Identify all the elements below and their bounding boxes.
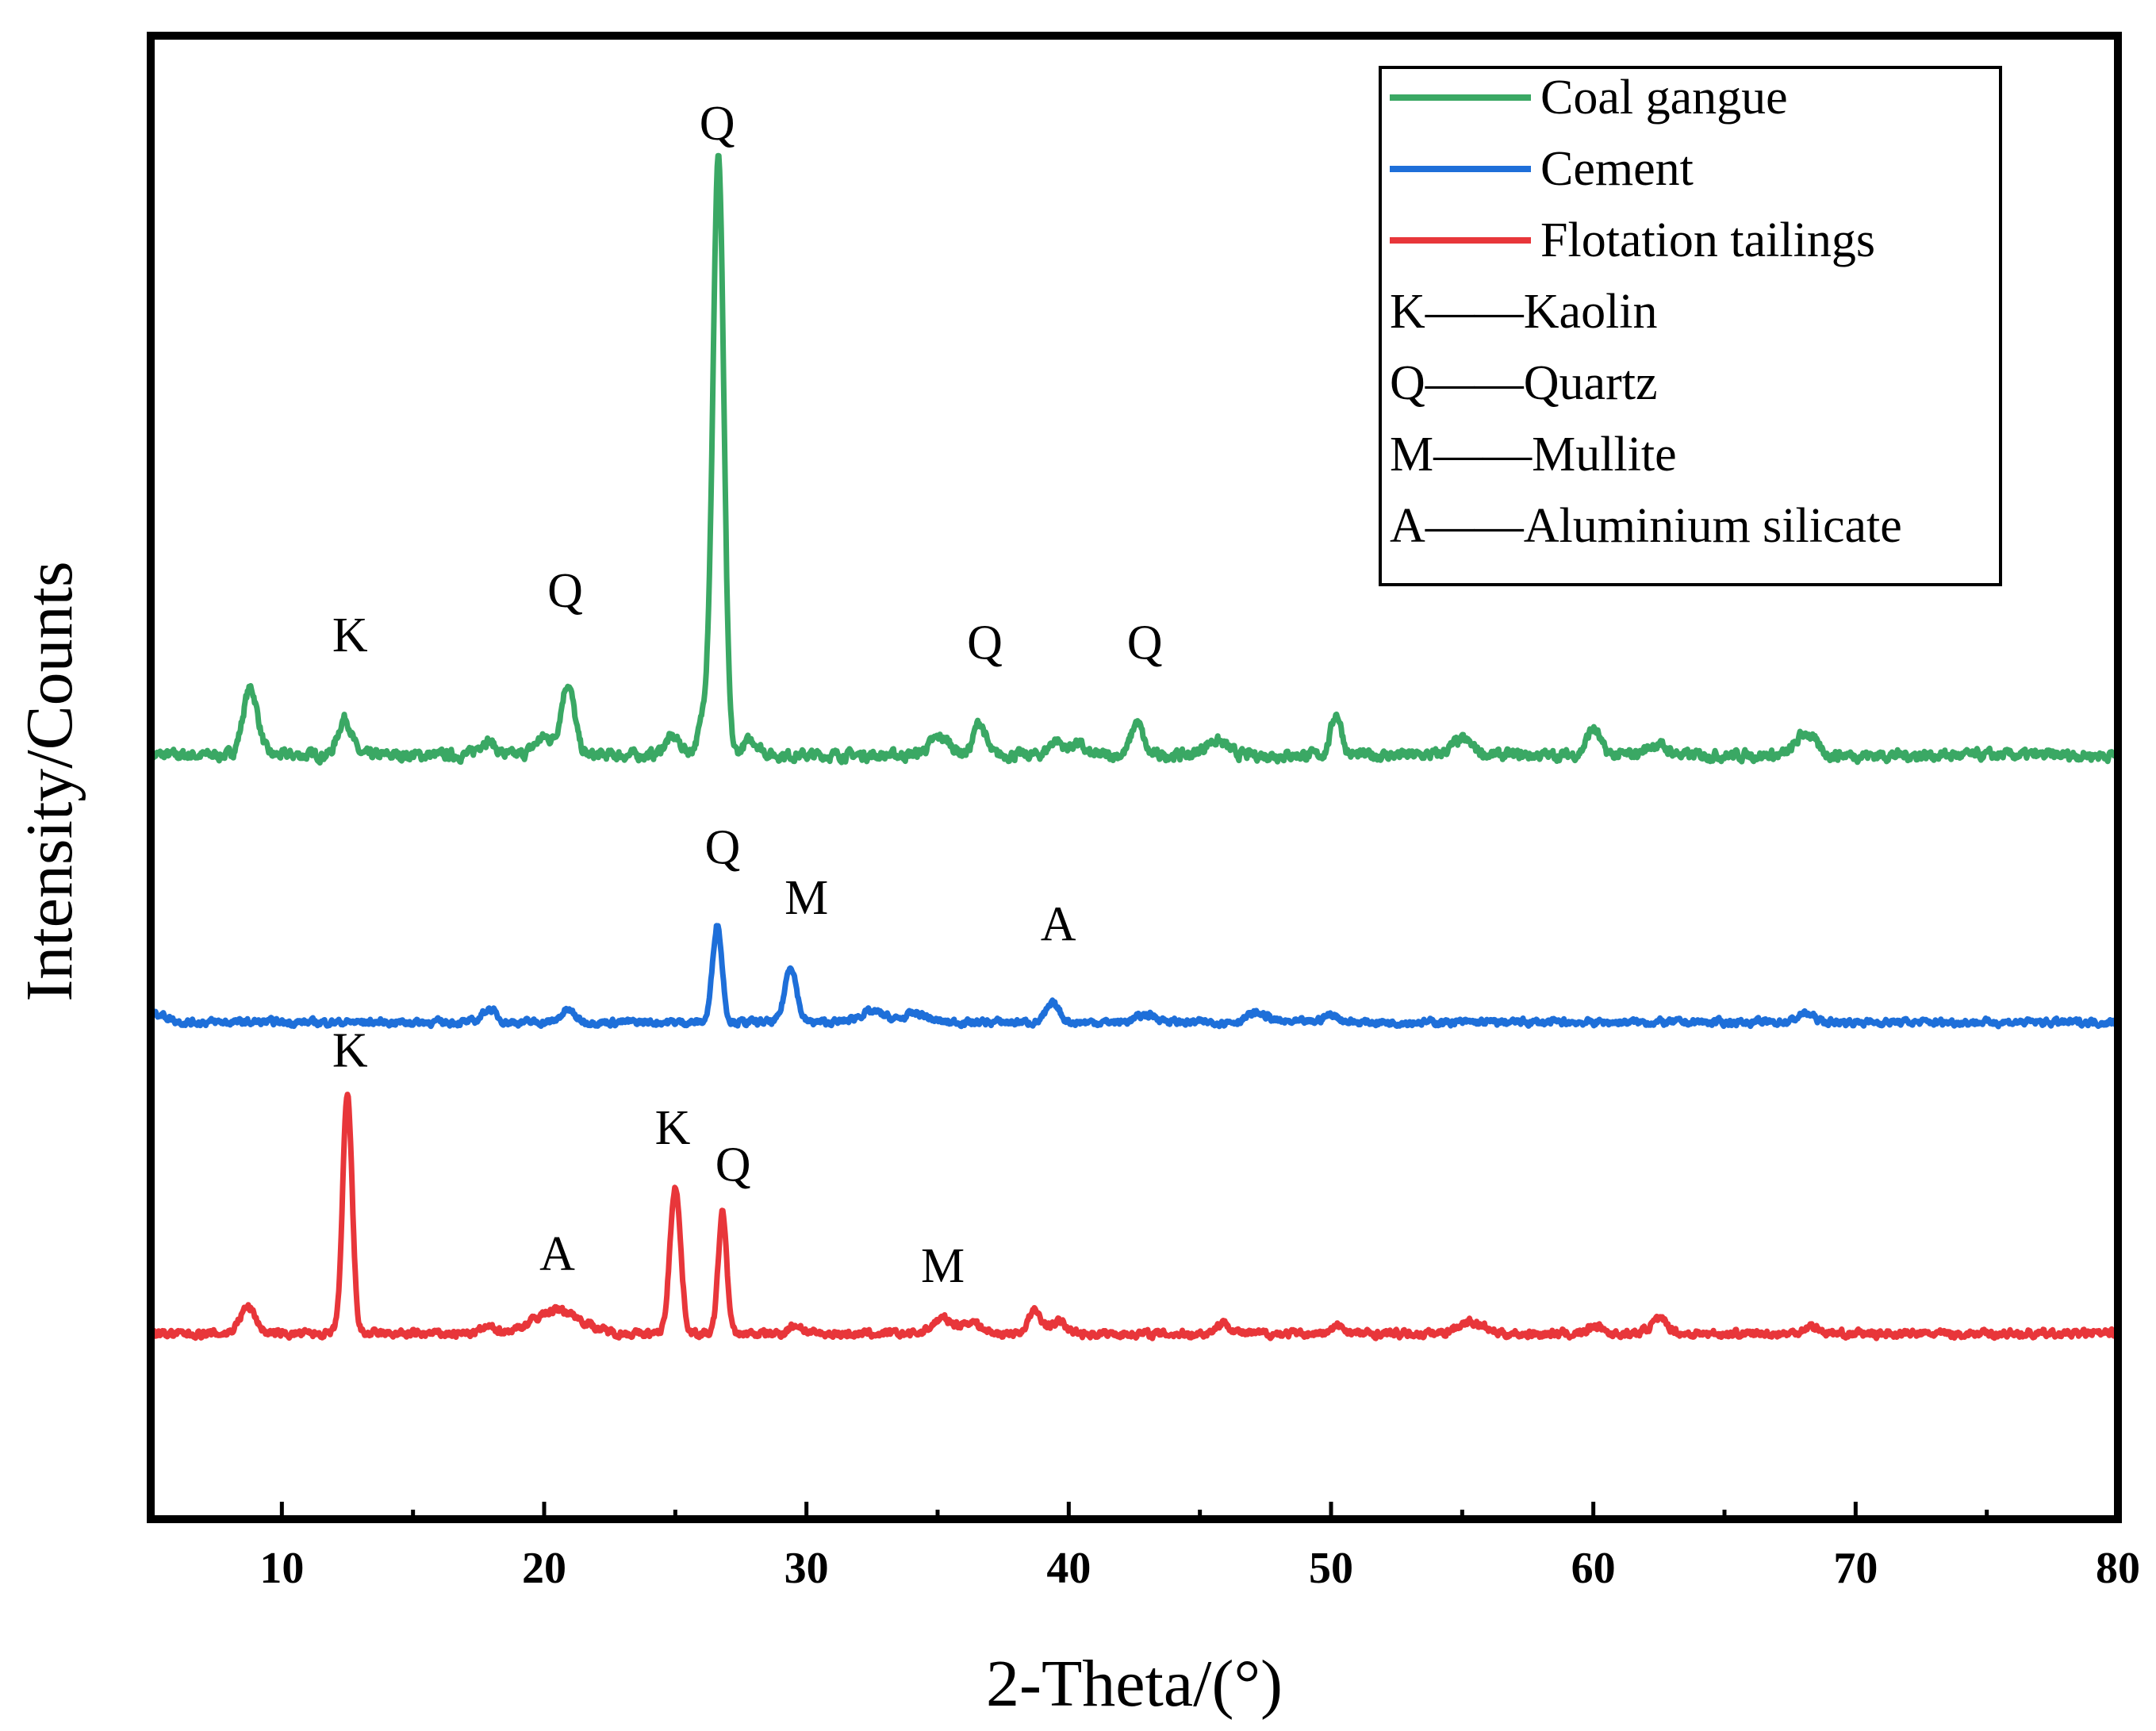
peak-label: Q [700,97,735,151]
peak-label: Q [1127,616,1163,670]
legend-entry: K——Kaolin [1390,285,1658,339]
peak-label: A [539,1227,575,1281]
legend-label: Q——Quartz [1390,356,1657,410]
x-tick-label: 40 [1046,1544,1091,1593]
peak-label: K [655,1101,691,1155]
legend-label: A——Aluminium silicate [1390,499,1902,553]
legend-label: Flotation tailings [1540,213,1875,267]
x-tick-label: 80 [2096,1544,2140,1593]
legend-box [1379,66,2002,586]
series-line-flotation-tailings [148,1092,2121,1341]
series-line-cement [148,923,2120,1030]
peak-label: Q [715,1138,751,1192]
x-tick-label: 50 [1309,1544,1353,1593]
peak-label: M [785,871,828,925]
x-tick-label: 10 [259,1544,304,1593]
x-tick-label: 70 [1833,1544,1878,1593]
legend-label: M——Mullite [1390,428,1677,482]
plot-lines [148,152,2121,1341]
x-axis-ticks [279,1502,1989,1519]
peak-label: Q [967,616,1003,670]
peak-label: Q [705,821,741,875]
x-tick-label: 60 [1571,1544,1616,1593]
peak-label: M [921,1239,965,1293]
legend-entry: Coal gangue [1390,71,1788,125]
y-axis-title: Intensity/Counts [13,561,86,1001]
legend-label: Cement [1540,142,1694,196]
plot-frame [147,32,2122,1523]
x-axis-title: 2-Theta/(°) [986,1647,1283,1721]
legend-entry: M——Mullite [1390,428,1677,482]
legend-label: K——Kaolin [1390,285,1658,339]
legend-entry: Flotation tailings [1390,213,1875,267]
x-axis-tick-labels: 10 20 30 40 50 60 70 80 [259,1544,2140,1593]
x-tick-label: 30 [785,1544,829,1593]
legend-entry: A——Aluminium silicate [1390,499,1902,553]
peak-label: A [1041,898,1076,952]
legend-label: Coal gangue [1540,71,1788,125]
peak-label: K [332,1024,368,1078]
legend-entry: Cement [1390,142,1694,196]
legend: Coal gangue Cement Flotation tailings K——Ka… [1379,66,2002,586]
series-line-coal-gangue [148,152,2121,766]
peak-label: Q [547,564,583,618]
legend-entry: Q——Quartz [1390,356,1657,410]
x-tick-label: 20 [522,1544,566,1593]
peak-label: K [332,608,368,662]
